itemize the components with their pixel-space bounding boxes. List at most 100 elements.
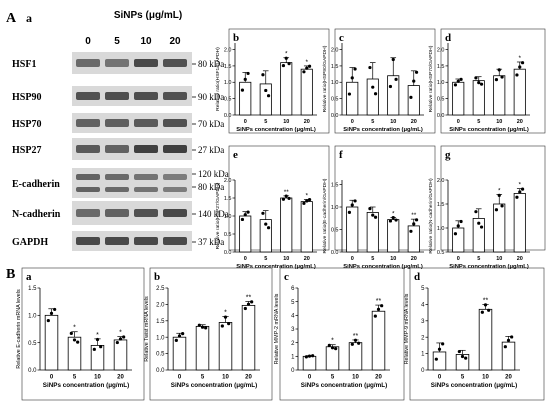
data-point — [177, 334, 182, 338]
bar — [452, 227, 465, 253]
y-tick-label: 2 — [421, 335, 425, 341]
y-tick-label: 1.0 — [224, 214, 232, 220]
chart-frame — [149, 267, 273, 401]
significance-marker: ** — [483, 297, 489, 304]
concentration-label: 5 — [114, 36, 120, 47]
chart-letter: a — [26, 271, 32, 283]
data-point — [479, 225, 484, 229]
y-tick-label: 1.0 — [331, 205, 339, 211]
data-point — [515, 195, 519, 199]
data-point — [287, 62, 291, 66]
chart-frame — [228, 28, 330, 134]
y-tick-label: 6 — [291, 286, 295, 292]
x-tick-label: 5 — [264, 119, 267, 125]
data-point — [76, 340, 80, 344]
data-point — [520, 61, 525, 65]
data-point — [353, 338, 358, 342]
data-point — [460, 354, 465, 359]
data-point — [266, 94, 271, 98]
data-point — [284, 56, 288, 60]
data-point — [437, 347, 442, 351]
panel-label-b-main: B — [6, 267, 15, 282]
bar — [300, 68, 313, 116]
blot-concentration-labels: 0 5 10 20 — [85, 36, 181, 47]
data-point — [200, 325, 205, 329]
data-point — [409, 95, 413, 99]
blot-band — [134, 92, 158, 100]
y-tick-label: 0.5 — [224, 97, 232, 103]
blot-band — [105, 174, 129, 180]
bar — [348, 342, 363, 371]
data-point — [99, 345, 103, 349]
x-tick-label: 10 — [94, 375, 101, 381]
y-tick-label: 2.0 — [331, 47, 339, 53]
significance-marker: * — [285, 51, 288, 58]
blot-strip — [72, 86, 192, 106]
data-point — [220, 324, 224, 328]
y-tick-label: 1.0 — [437, 226, 445, 232]
chart-frame — [409, 267, 545, 401]
y-tick-label: 0.5 — [437, 250, 445, 256]
data-point — [368, 207, 372, 211]
data-point — [518, 65, 522, 69]
data-point — [347, 92, 352, 96]
data-point — [487, 308, 491, 312]
blot-band — [105, 187, 129, 192]
bar — [325, 346, 340, 371]
x-axis-label: SiNPs concentration (μg/mL) — [431, 382, 517, 389]
chart-frame — [334, 28, 436, 134]
blot-band — [163, 92, 187, 100]
x-tick-label: 0 — [457, 119, 460, 125]
data-point — [350, 76, 354, 80]
bar — [407, 85, 420, 116]
data-point — [518, 190, 522, 194]
chart-letter: c — [339, 32, 344, 44]
bar — [195, 325, 210, 371]
significance-marker: * — [498, 187, 501, 194]
data-point — [414, 218, 419, 222]
blot-band — [134, 59, 158, 67]
significance-marker: ** — [284, 189, 290, 196]
data-point — [72, 338, 77, 342]
data-point — [246, 210, 250, 214]
data-point — [394, 77, 398, 81]
x-tick-label: 20 — [304, 119, 310, 125]
data-point — [95, 337, 100, 342]
data-point — [483, 303, 488, 307]
y-axis-label: Relative ratio(N-cadherin/GAPDH) — [428, 178, 434, 254]
y-tick-label: 1.5 — [224, 196, 232, 202]
y-axis-label: Relative MMP-9 mRNA levels — [404, 293, 410, 364]
blot-band — [134, 209, 158, 217]
blot-band — [76, 145, 100, 153]
x-tick-label: 5 — [201, 375, 205, 381]
data-point — [394, 218, 398, 222]
data-point — [412, 222, 416, 226]
x-tick-label: 20 — [517, 119, 523, 125]
y-tick-label: 2.0 — [224, 178, 232, 184]
blot-band — [163, 145, 187, 153]
blot-row-label: HSP70 — [12, 119, 41, 130]
blot-strip — [72, 138, 192, 160]
bar — [241, 304, 256, 371]
blot-band — [76, 92, 100, 100]
data-point — [46, 318, 50, 323]
blot-band — [76, 59, 100, 67]
y-tick-label: 0.5 — [437, 97, 445, 103]
molecular-weight-label: 120 kDa — [198, 169, 229, 179]
x-tick-label: 5 — [264, 256, 267, 262]
data-point — [240, 217, 245, 222]
blot-band — [134, 237, 158, 245]
data-point — [494, 208, 499, 212]
chart-Bb: b 0.0 0.5 1.0 1.5 2.0 2.5 Relative Twist mRNA l… — [144, 267, 273, 401]
data-point — [500, 75, 504, 79]
y-tick-label: 4 — [421, 303, 425, 309]
data-point — [227, 322, 231, 326]
x-axis-label: SiNPs concentration (μg/mL) — [301, 382, 387, 389]
x-tick-label: 5 — [73, 375, 77, 381]
western-blot: HSF1 80 kDa HSP90 90 kDa HSP70 70 kDa HSP27 27 … — [12, 52, 229, 251]
blot-band — [105, 209, 129, 217]
y-tick-label: 2 — [291, 341, 295, 347]
blot-band — [76, 174, 100, 180]
